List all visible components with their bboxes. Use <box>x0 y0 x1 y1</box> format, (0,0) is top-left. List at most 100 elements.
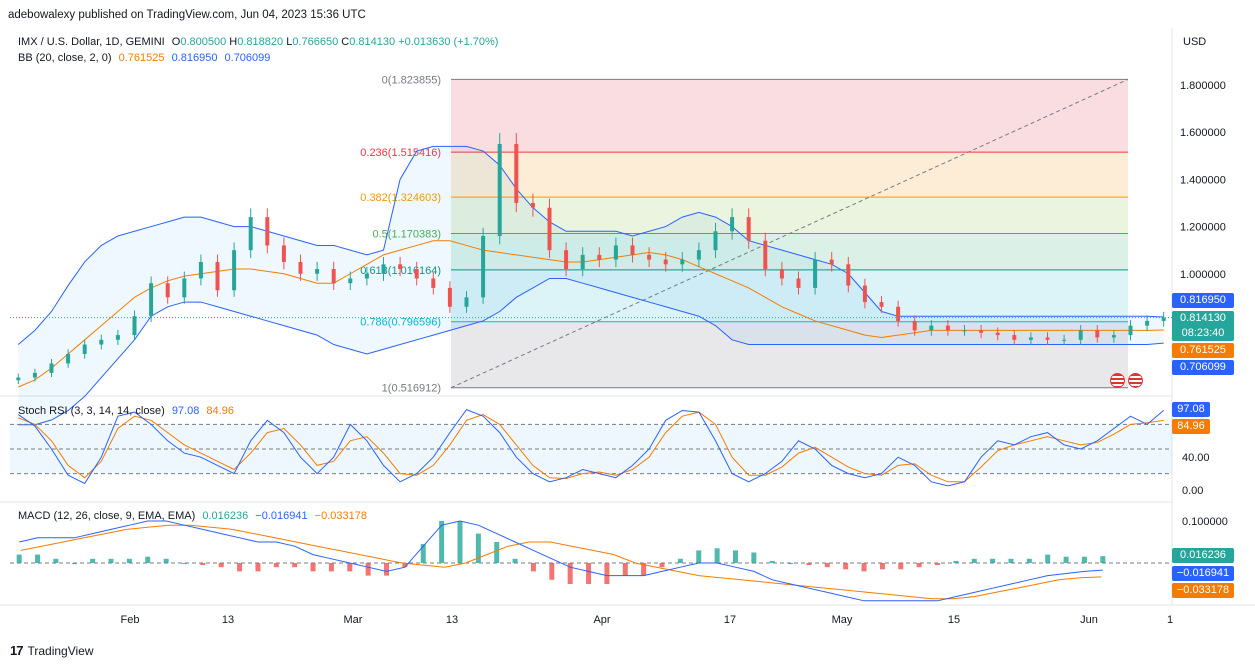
stoch-k-line <box>18 409 1165 487</box>
candle-body <box>630 245 635 255</box>
candle-body <box>647 254 652 260</box>
candle-body <box>132 316 137 336</box>
candle-body <box>680 259 685 265</box>
macd-histogram-bar <box>457 521 463 563</box>
candle-body <box>514 143 519 203</box>
macd-histogram-bar <box>439 521 445 563</box>
last-price-badge: 0.814130 08:23:40 <box>1172 311 1234 341</box>
time-axis-label: 13 <box>446 614 458 626</box>
bb-lower-value: 0.706099 <box>224 52 271 64</box>
candle-body <box>265 217 270 246</box>
currency-label: USD <box>1183 36 1207 48</box>
stoch-k-badge: 97.08 <box>1172 402 1210 417</box>
macd-tick-label: 0.100000 <box>1182 516 1228 528</box>
stoch-d-badge: 84.96 <box>1172 419 1210 434</box>
macd-histogram-bar <box>604 563 610 584</box>
candle-body <box>1161 317 1166 321</box>
candle-body <box>248 217 253 251</box>
candle-body <box>1128 325 1133 336</box>
bb-basis-badge: 0.761525 <box>1172 343 1234 358</box>
symbol-legend[interactable]: IMX / U.S. Dollar, 1D, GEMINI O0.800500 … <box>18 36 498 48</box>
candle-body <box>1145 320 1150 326</box>
candle-body <box>66 353 71 364</box>
price-tick-label: 1.600000 <box>1180 127 1226 139</box>
macd-hist-badge: 0.016236 <box>1172 548 1234 563</box>
macd-histogram-bar <box>90 558 96 563</box>
macd-legend[interactable]: MACD (12, 26, close, 9, EMA, EMA) 0.0162… <box>18 510 367 522</box>
us-flag-icon[interactable] <box>1110 373 1125 388</box>
bb-upper-value: 0.816950 <box>171 52 218 64</box>
price-tick-label: 1.400000 <box>1180 174 1226 186</box>
macd-histogram-bar <box>273 563 279 568</box>
macd-histogram-bar <box>861 563 867 572</box>
macd-histogram-bar <box>971 558 977 563</box>
candle-body <box>929 325 934 331</box>
macd-histogram-bar <box>126 558 132 563</box>
time-axis-label: 1 <box>1167 614 1173 626</box>
time-axis-label: Mar <box>344 614 363 626</box>
candle-body <box>862 285 867 303</box>
price-tick-label: 1.000000 <box>1180 269 1226 281</box>
bb-basis-value: 0.761525 <box>118 52 165 64</box>
stoch-label: Stoch RSI (3, 3, 14, 14, close) <box>18 405 165 417</box>
time-axis-label: Jun <box>1080 614 1098 626</box>
candle-body <box>796 278 801 288</box>
fib-level-label: 0.382(1.324603) <box>360 192 441 204</box>
candle-body <box>713 231 718 251</box>
stoch-tick-label: 0.00 <box>1182 485 1203 497</box>
macd-histogram-bar <box>1063 556 1069 563</box>
tradingview-footer[interactable]: 17 TradingView <box>10 643 94 658</box>
candle-body <box>779 269 784 279</box>
time-axis-label: 13 <box>222 614 234 626</box>
macd-histogram-bar <box>71 563 77 564</box>
candle-body <box>182 278 187 298</box>
open-value: 0.800500 <box>180 36 227 48</box>
candle-body <box>115 335 120 340</box>
fib-zone <box>451 197 1128 234</box>
fib-zone <box>451 152 1128 198</box>
us-flag-icon[interactable] <box>1128 373 1143 388</box>
macd-histogram-bar <box>788 563 794 564</box>
macd-histogram-bar <box>1045 554 1051 563</box>
macd-histogram-bar <box>163 558 169 563</box>
candle-body <box>663 259 668 265</box>
stoch-legend[interactable]: Stoch RSI (3, 3, 14, 14, close) 97.08 84… <box>18 405 234 417</box>
macd-histogram-bar <box>751 552 757 563</box>
symbol-name: IMX / U.S. Dollar, 1D, GEMINI <box>18 36 165 48</box>
macd-histogram-bar <box>292 563 298 568</box>
candle-body <box>464 297 469 307</box>
bb-basis-line <box>18 240 1164 388</box>
candle-body <box>1078 330 1083 340</box>
macd-histogram-bar <box>714 548 720 563</box>
macd-histogram-bar <box>769 560 775 563</box>
macd-histogram-bar <box>567 563 573 584</box>
macd-histogram-bar <box>916 563 922 568</box>
macd-histogram-bar <box>641 563 647 576</box>
fib-level-label: 1(0.516912) <box>382 383 441 395</box>
candle-body <box>165 283 170 298</box>
last-price-value: 0.814130 <box>1180 312 1226 324</box>
bb-legend[interactable]: BB (20, close, 2, 0) 0.761525 0.816950 0… <box>18 52 270 64</box>
candle-body <box>730 217 735 232</box>
bb-upper-badge: 0.816950 <box>1172 293 1234 308</box>
fib-trend-line <box>450 78 1129 389</box>
candle-body <box>945 325 950 331</box>
bb-label: BB (20, close, 2, 0) <box>18 52 112 64</box>
macd-label: MACD (12, 26, close, 9, EMA, EMA) <box>18 510 196 522</box>
fib-zone <box>451 79 1128 153</box>
macd-histogram-bar <box>953 560 959 563</box>
macd-histogram-bar <box>1026 558 1032 563</box>
macd-histogram-bar <box>420 544 426 563</box>
macd-signal-line <box>20 524 1102 600</box>
candle-body <box>414 269 419 279</box>
candle-body <box>431 278 436 288</box>
candle-body <box>149 283 154 317</box>
high-value: 0.818820 <box>237 36 284 48</box>
candle-body <box>1062 339 1067 341</box>
candle-body <box>1045 337 1050 340</box>
macd-histogram-bar <box>237 563 243 572</box>
change-value: +0.013630 (+1.70%) <box>398 36 499 48</box>
candle-body <box>1095 330 1100 338</box>
